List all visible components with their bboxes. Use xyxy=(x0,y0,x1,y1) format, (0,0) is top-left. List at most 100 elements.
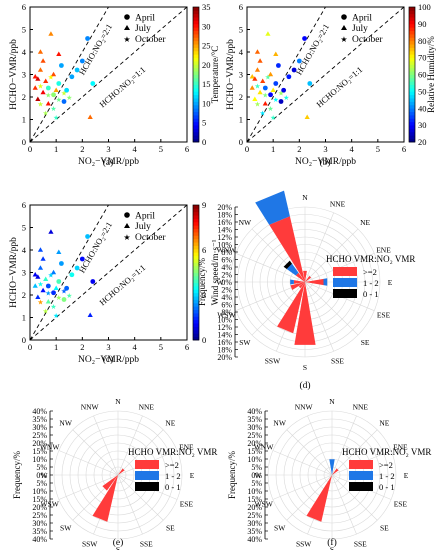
data-point-july xyxy=(304,114,310,120)
data-point-july xyxy=(32,85,38,90)
y-tick-label: 6 xyxy=(239,2,243,12)
direction-label: SSW xyxy=(296,539,312,548)
petal-ssw xyxy=(306,475,332,522)
data-point-july xyxy=(35,294,41,300)
colorbar-segment xyxy=(193,232,199,236)
y-tick-label: 1 xyxy=(22,115,26,125)
x-tick-label: 2 xyxy=(297,144,301,154)
colorbar-segment xyxy=(193,242,199,246)
data-point-july xyxy=(37,67,44,72)
colorbar-segment xyxy=(193,302,199,307)
radial-tick-label: 20% xyxy=(32,503,47,512)
y-tick-label: 3 xyxy=(239,70,243,80)
data-point-july xyxy=(35,76,41,81)
direction-label: SSW xyxy=(265,357,281,366)
colorbar-segment xyxy=(409,30,415,35)
ratio-2-line xyxy=(29,6,109,143)
radial-axis-title: Frequency/% xyxy=(197,258,207,306)
colorbar-segment xyxy=(193,50,199,55)
data-point-july xyxy=(32,73,38,79)
colorbar-segment xyxy=(193,128,199,133)
x-tick-label: 1 xyxy=(54,342,58,352)
colorbar-tick-label: 90 xyxy=(418,19,427,29)
legend-label: 1 - 2 xyxy=(379,471,395,481)
y-axis-title: HCHO−VMR/ppb xyxy=(9,237,19,308)
y-tick-label: 0 xyxy=(239,137,243,147)
direction-label: ESE xyxy=(180,499,194,508)
colorbar-segment xyxy=(193,91,199,96)
colorbar-tick-label: 20 xyxy=(202,60,211,70)
legend-swatch xyxy=(333,289,357,298)
data-point-july xyxy=(35,96,41,102)
colorbar-segment xyxy=(193,289,199,294)
radial-tick-label: 35% xyxy=(247,415,262,424)
ratio-1-label: HCHO:NO₂=1:1 xyxy=(314,64,364,109)
radial-tick-label: 30% xyxy=(247,423,262,432)
y-axis-title: HCHO−VMR/ppb xyxy=(9,39,19,110)
radial-tick-label: 0% xyxy=(36,471,47,480)
data-point-october: ★ xyxy=(66,292,72,300)
colorbar-segment xyxy=(193,215,199,219)
colorbar-segment xyxy=(193,275,199,280)
radial-tick-label: 16% xyxy=(217,338,232,347)
legend-april-label: April xyxy=(352,14,372,24)
colorbar-segment xyxy=(409,128,415,133)
radial-tick-label: 10% xyxy=(247,455,262,464)
data-point-april xyxy=(79,256,85,262)
y-tick-label: 6 xyxy=(22,200,26,210)
data-point-july xyxy=(273,51,279,57)
data-point-july xyxy=(87,114,93,120)
colorbar-segment xyxy=(193,23,199,28)
legend-july-marker xyxy=(124,25,130,30)
radial-tick-label: 0% xyxy=(221,278,232,287)
direction-spoke xyxy=(286,474,333,521)
colorbar-tick-label: 3 xyxy=(202,290,206,300)
direction-spoke xyxy=(304,212,334,283)
data-point-july xyxy=(40,287,46,293)
y-tick-label: 4 xyxy=(239,47,244,57)
radial-tick-label: 20% xyxy=(32,439,47,448)
legend-april-marker xyxy=(341,14,347,20)
data-point-april xyxy=(79,58,85,64)
colorbar-segment xyxy=(193,205,199,209)
radial-tick-label: 14% xyxy=(217,331,232,340)
colorbar-tick-label: 50 xyxy=(418,86,427,96)
legend-swatch xyxy=(349,482,373,491)
direction-spoke xyxy=(331,429,378,476)
data-point-july xyxy=(254,67,261,72)
radial-tick-label: 18% xyxy=(217,211,232,220)
colorbar-segment xyxy=(193,296,199,300)
data-point-april xyxy=(296,58,302,64)
colorbar-segment xyxy=(409,74,415,79)
direction-spoke xyxy=(272,450,333,476)
legend-october-marker: ★ xyxy=(123,233,130,242)
legend-october-label: October xyxy=(135,233,166,243)
colorbar-tick-label: 70 xyxy=(418,53,427,63)
colorbar-tick-label: 10 xyxy=(202,98,211,108)
direction-spoke xyxy=(251,281,306,336)
radial-axis-title: Frequency/% xyxy=(12,451,22,499)
data-point-october: ★ xyxy=(45,290,51,298)
data-point-october: ★ xyxy=(273,96,279,104)
y-tick-label: 5 xyxy=(22,25,26,35)
colorbar-segment xyxy=(193,245,199,250)
colorbar-segment xyxy=(193,316,199,321)
data-point-april xyxy=(90,81,96,86)
data-point-april xyxy=(268,92,273,98)
direction-spoke xyxy=(331,415,357,476)
colorbar-segment xyxy=(409,7,415,11)
data-point-april xyxy=(302,36,307,41)
colorbar-frame xyxy=(192,6,200,143)
petal-e xyxy=(323,278,328,286)
direction-label: ENE xyxy=(179,443,194,452)
data-point-july xyxy=(50,71,57,77)
colorbar-segment xyxy=(193,228,199,233)
data-point-april xyxy=(307,81,313,86)
colorbar-tick-label: 5 xyxy=(202,118,206,128)
radial-tick-label: 30% xyxy=(247,519,262,528)
direction-label: SW xyxy=(60,523,72,532)
colorbar-segment xyxy=(193,108,199,113)
y-tick-label: 1 xyxy=(239,115,243,125)
x-axis-title: NO₂−VMR/ppb xyxy=(78,355,139,365)
y-tick-label: 2 xyxy=(239,92,243,102)
